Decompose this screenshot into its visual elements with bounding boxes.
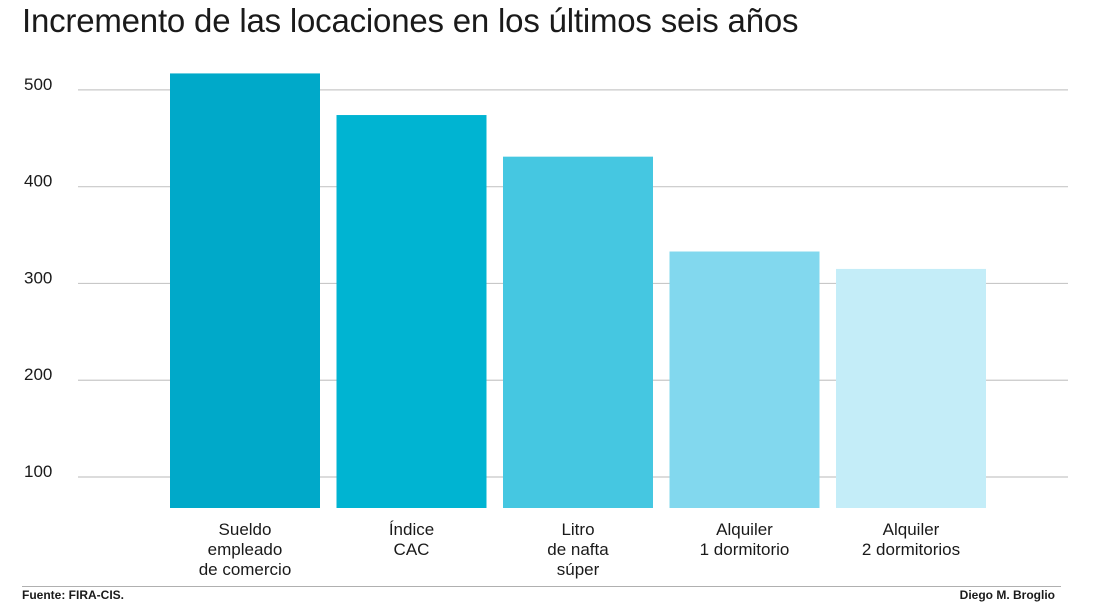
bars — [170, 73, 986, 509]
y-tick-label: 500 — [24, 75, 52, 94]
chart-title: Incremento de las locaciones en los últi… — [22, 2, 799, 39]
bar — [503, 156, 653, 508]
bar — [336, 115, 487, 509]
category-label: Alquiler 1 dormitorio — [700, 520, 790, 559]
source-note: Fuente: FIRA-CIS. — [22, 588, 124, 602]
y-tick-label: 300 — [24, 268, 52, 287]
bar — [669, 251, 820, 508]
category-labels: Sueldo empleado de comercio Índice CAC Litro d… — [199, 520, 960, 579]
y-tick-label: 200 — [24, 365, 52, 384]
category-label: Litro de nafta súper — [547, 520, 609, 579]
footer-divider — [22, 586, 1061, 587]
y-tick-label: 400 — [24, 172, 52, 191]
category-label: Índice CAC — [389, 520, 434, 559]
author-credit: Diego M. Broglio — [959, 588, 1055, 602]
bar — [836, 268, 986, 508]
category-label: Alquiler 2 dormitorios — [862, 520, 960, 559]
category-label: Sueldo empleado de comercio — [199, 520, 292, 579]
y-tick-label: 100 — [24, 462, 52, 481]
bar — [170, 73, 320, 508]
